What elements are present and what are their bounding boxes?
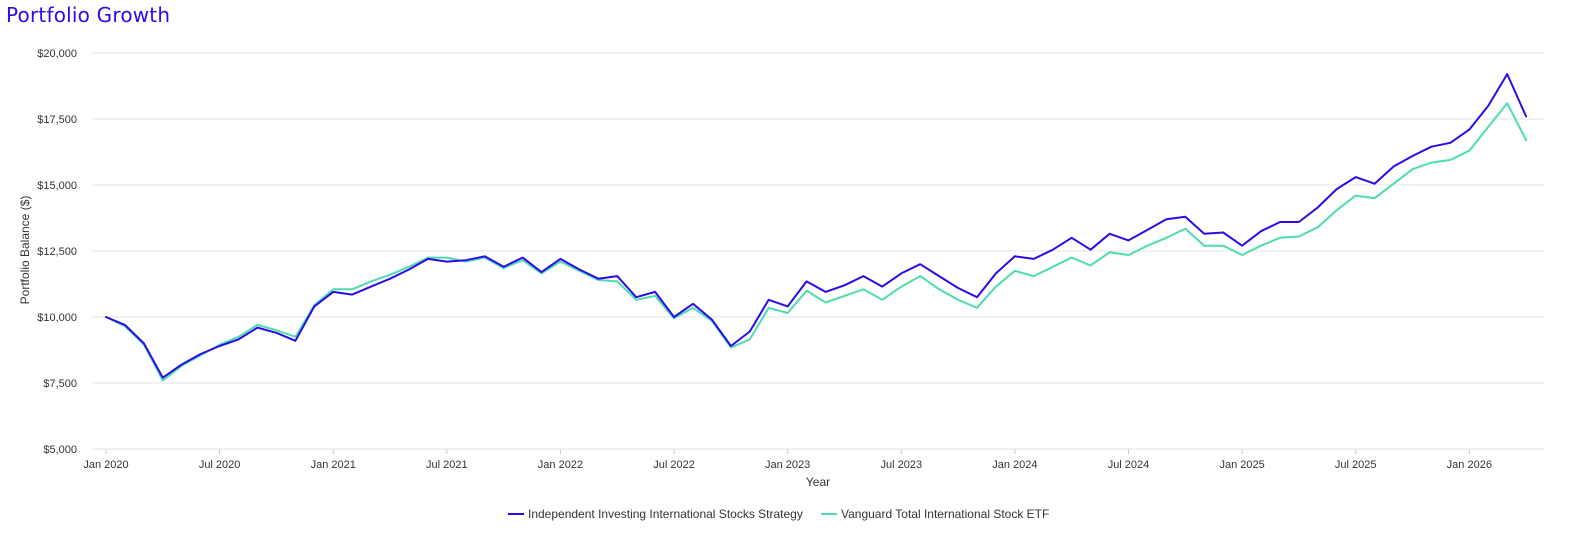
y-tick-label: $7,500 [43, 378, 77, 390]
x-axis-ticks: Jan 2020 Jul 2020 Jan 2021 Jul 2021 Jan 2022… [83, 449, 1492, 471]
y-tick-label: $12,500 [37, 246, 77, 258]
series-line [105, 102, 1528, 382]
legend-label: Independent Investing International Stoc… [528, 507, 803, 521]
x-tick-label: Jul 2022 [653, 459, 695, 471]
y-axis-ticks: $5,000 $7,500 $10,000 $12,500 $15,000 $17,500… [37, 48, 77, 456]
x-tick-label: Jul 2025 [1335, 459, 1377, 471]
x-tick-label: Jan 2024 [992, 459, 1037, 471]
x-tick-label: Jul 2024 [1108, 459, 1150, 471]
y-tick-label: $5,000 [43, 444, 77, 456]
series-lines [105, 73, 1528, 382]
legend: Independent Investing International Stoc… [508, 507, 1049, 521]
x-tick-label: Jan 2023 [765, 459, 810, 471]
y-axis-title: Portfolio Balance ($) [18, 196, 32, 305]
gridlines [92, 52, 1545, 450]
x-tick-label: Jul 2023 [880, 459, 922, 471]
chart-title: Portfolio Growth [6, 3, 171, 27]
legend-label: Vanguard Total International Stock ETF [841, 507, 1049, 521]
x-tick-label: Jul 2020 [199, 459, 241, 471]
x-tick-label: Jan 2025 [1219, 459, 1264, 471]
x-axis-title: Year [806, 475, 830, 489]
y-tick-label: $10,000 [37, 312, 77, 324]
x-tick-label: Jan 2020 [83, 459, 128, 471]
y-tick-label: $17,500 [37, 114, 77, 126]
x-tick-label: Jan 2026 [1447, 459, 1492, 471]
y-tick-label: $15,000 [37, 180, 77, 192]
y-tick-label: $20,000 [37, 48, 77, 60]
x-tick-label: Jul 2021 [426, 459, 468, 471]
x-tick-label: Jan 2022 [538, 459, 583, 471]
series-line [105, 73, 1528, 379]
x-tick-label: Jan 2021 [311, 459, 356, 471]
